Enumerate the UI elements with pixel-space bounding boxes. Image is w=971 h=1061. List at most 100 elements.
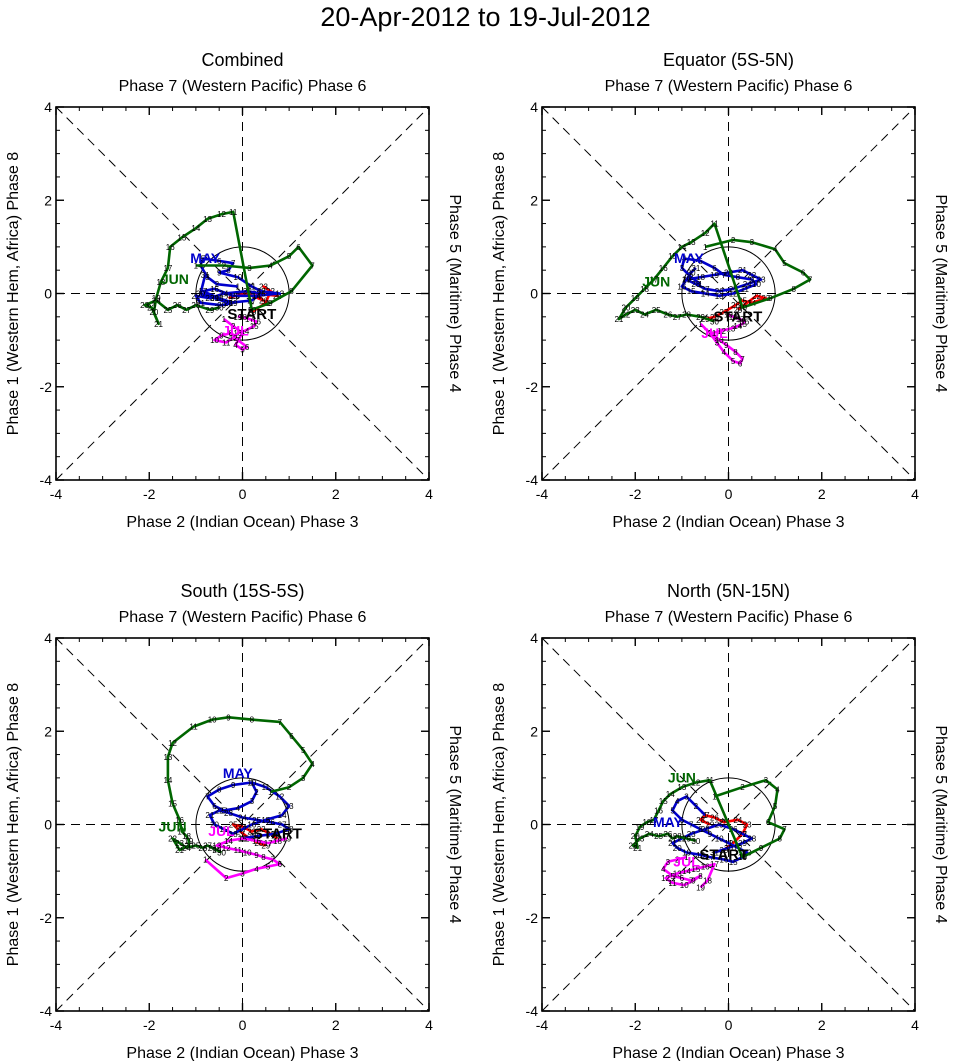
day-label: 2 xyxy=(740,783,745,792)
day-label: 1 xyxy=(703,811,708,820)
day-label: 5 xyxy=(731,357,736,366)
day-label: 26 xyxy=(710,814,719,823)
day-label: 11 xyxy=(708,329,717,338)
day-label: 27 xyxy=(673,313,682,322)
day-label: 13 xyxy=(715,292,724,301)
day-label: 5 xyxy=(782,259,787,268)
day-label: 7 xyxy=(808,276,813,285)
day-label: 18 xyxy=(703,876,712,885)
day-label: 20 xyxy=(724,269,733,278)
x-tick-label: 4 xyxy=(425,1017,433,1033)
right-axis-label: Phase 5 (Maritime) Phase 4 xyxy=(932,194,949,392)
day-label: 18 xyxy=(156,278,165,287)
day-label: 22 xyxy=(752,292,761,301)
day-label: 8 xyxy=(229,329,234,338)
day-label: 24 xyxy=(640,310,649,319)
day-label: 23 xyxy=(635,834,644,843)
day-label: 11 xyxy=(234,846,243,855)
day-label: 15 xyxy=(250,322,259,331)
day-label: 10 xyxy=(680,881,689,890)
phase-diagram: North (5N-15N) Phase 7 (Western Pacific) … xyxy=(491,581,949,1061)
day-label: 11 xyxy=(710,220,719,229)
day-label: 9 xyxy=(217,269,222,278)
day-label: 23 xyxy=(631,306,640,315)
day-label: 28 xyxy=(691,280,700,289)
day-label: 19 xyxy=(710,271,719,280)
day-label: 1 xyxy=(703,243,708,252)
day-label: 13 xyxy=(275,290,284,299)
day-label: 3 xyxy=(684,793,689,802)
panel-title: Combined xyxy=(201,50,283,70)
day-label: 8 xyxy=(698,825,703,834)
day-label: 19 xyxy=(696,883,705,892)
panel-north: North (5N-15N) Phase 7 (Western Pacific) … xyxy=(486,531,971,1061)
day-label: 29 xyxy=(271,830,280,839)
day-label: 8 xyxy=(217,786,222,795)
day-label: 18 xyxy=(229,830,238,839)
day-label: 9 xyxy=(724,341,729,350)
day-label: 5 xyxy=(670,872,675,881)
month-label-jun: JUN xyxy=(161,271,189,287)
day-label: 24 xyxy=(219,290,228,299)
day-label: 29 xyxy=(261,841,270,850)
day-label: 12 xyxy=(222,844,231,853)
month-label-may: MAY xyxy=(674,250,704,266)
day-label: 23 xyxy=(259,283,268,292)
day-label: 18 xyxy=(273,837,282,846)
day-label: 17 xyxy=(710,860,719,869)
day-label: 19 xyxy=(631,294,640,303)
day-label: 14 xyxy=(224,837,233,846)
day-label: 4 xyxy=(682,255,687,264)
day-label: 12 xyxy=(168,739,177,748)
panel-equator: Equator (5S-5N) Phase 7 (Western Pacific)… xyxy=(486,0,971,531)
phase-diagram: Equator (5S-5N) Phase 7 (Western Pacific)… xyxy=(491,50,949,531)
day-label: 15 xyxy=(177,234,186,243)
right-axis-label: Phase 5 (Maritime) Phase 4 xyxy=(446,194,463,392)
day-label: 7 xyxy=(310,262,315,271)
day-label: 12 xyxy=(691,779,700,788)
day-label: 12 xyxy=(229,334,238,343)
left-axis-label: Phase 1 (Western Hem, Africa) Phase 8 xyxy=(5,683,22,966)
day-label: 28 xyxy=(285,825,294,834)
day-label: 25 xyxy=(652,306,661,315)
day-label: 26 xyxy=(173,301,182,310)
day-label: 27 xyxy=(182,306,191,315)
month-label-jul: JUL xyxy=(208,823,235,839)
day-label: 24 xyxy=(152,296,161,305)
day-label: 11 xyxy=(741,285,750,294)
x-tick-label: -4 xyxy=(50,486,63,502)
day-label: 23 xyxy=(205,294,214,303)
left-axis-label: Phase 1 (Western Hem, Africa) Phase 8 xyxy=(491,683,508,966)
day-label: 29 xyxy=(210,294,219,303)
y-tick-label: 0 xyxy=(530,817,538,833)
day-label: 23 xyxy=(757,276,766,285)
day-label: 13 xyxy=(673,869,682,878)
day-label: 10 xyxy=(715,336,724,345)
day-label: 16 xyxy=(247,821,256,830)
day-label: 15 xyxy=(738,320,747,329)
day-label: 28 xyxy=(208,844,217,853)
day-label: 10 xyxy=(715,834,724,843)
x-tick-label: -4 xyxy=(50,1017,63,1033)
y-tick-label: 0 xyxy=(530,286,538,302)
day-label: 5 xyxy=(698,257,703,266)
day-label: 26 xyxy=(266,818,275,827)
day-label: 10 xyxy=(210,336,219,345)
day-label: 2 xyxy=(708,329,713,338)
right-axis-label: Phase 5 (Maritime) Phase 4 xyxy=(446,725,463,923)
panel-title: Equator (5S-5N) xyxy=(663,50,794,70)
day-label: 1 xyxy=(684,853,689,862)
x-tick-label: 0 xyxy=(239,486,247,502)
day-label: 18 xyxy=(696,273,705,282)
day-label: 25 xyxy=(252,816,261,825)
x-tick-label: 2 xyxy=(818,1017,826,1033)
day-label: 19 xyxy=(219,825,228,834)
series-line-april xyxy=(699,813,749,852)
phase-diagram: Combined Phase 7 (Western Pacific) Phase … xyxy=(5,50,463,531)
day-label: 1 xyxy=(250,779,255,788)
day-label: 29 xyxy=(705,821,714,830)
day-label: 22 xyxy=(215,807,224,816)
day-label: 6 xyxy=(801,269,806,278)
day-label: 7 xyxy=(722,271,727,280)
day-label: 19 xyxy=(282,834,291,843)
